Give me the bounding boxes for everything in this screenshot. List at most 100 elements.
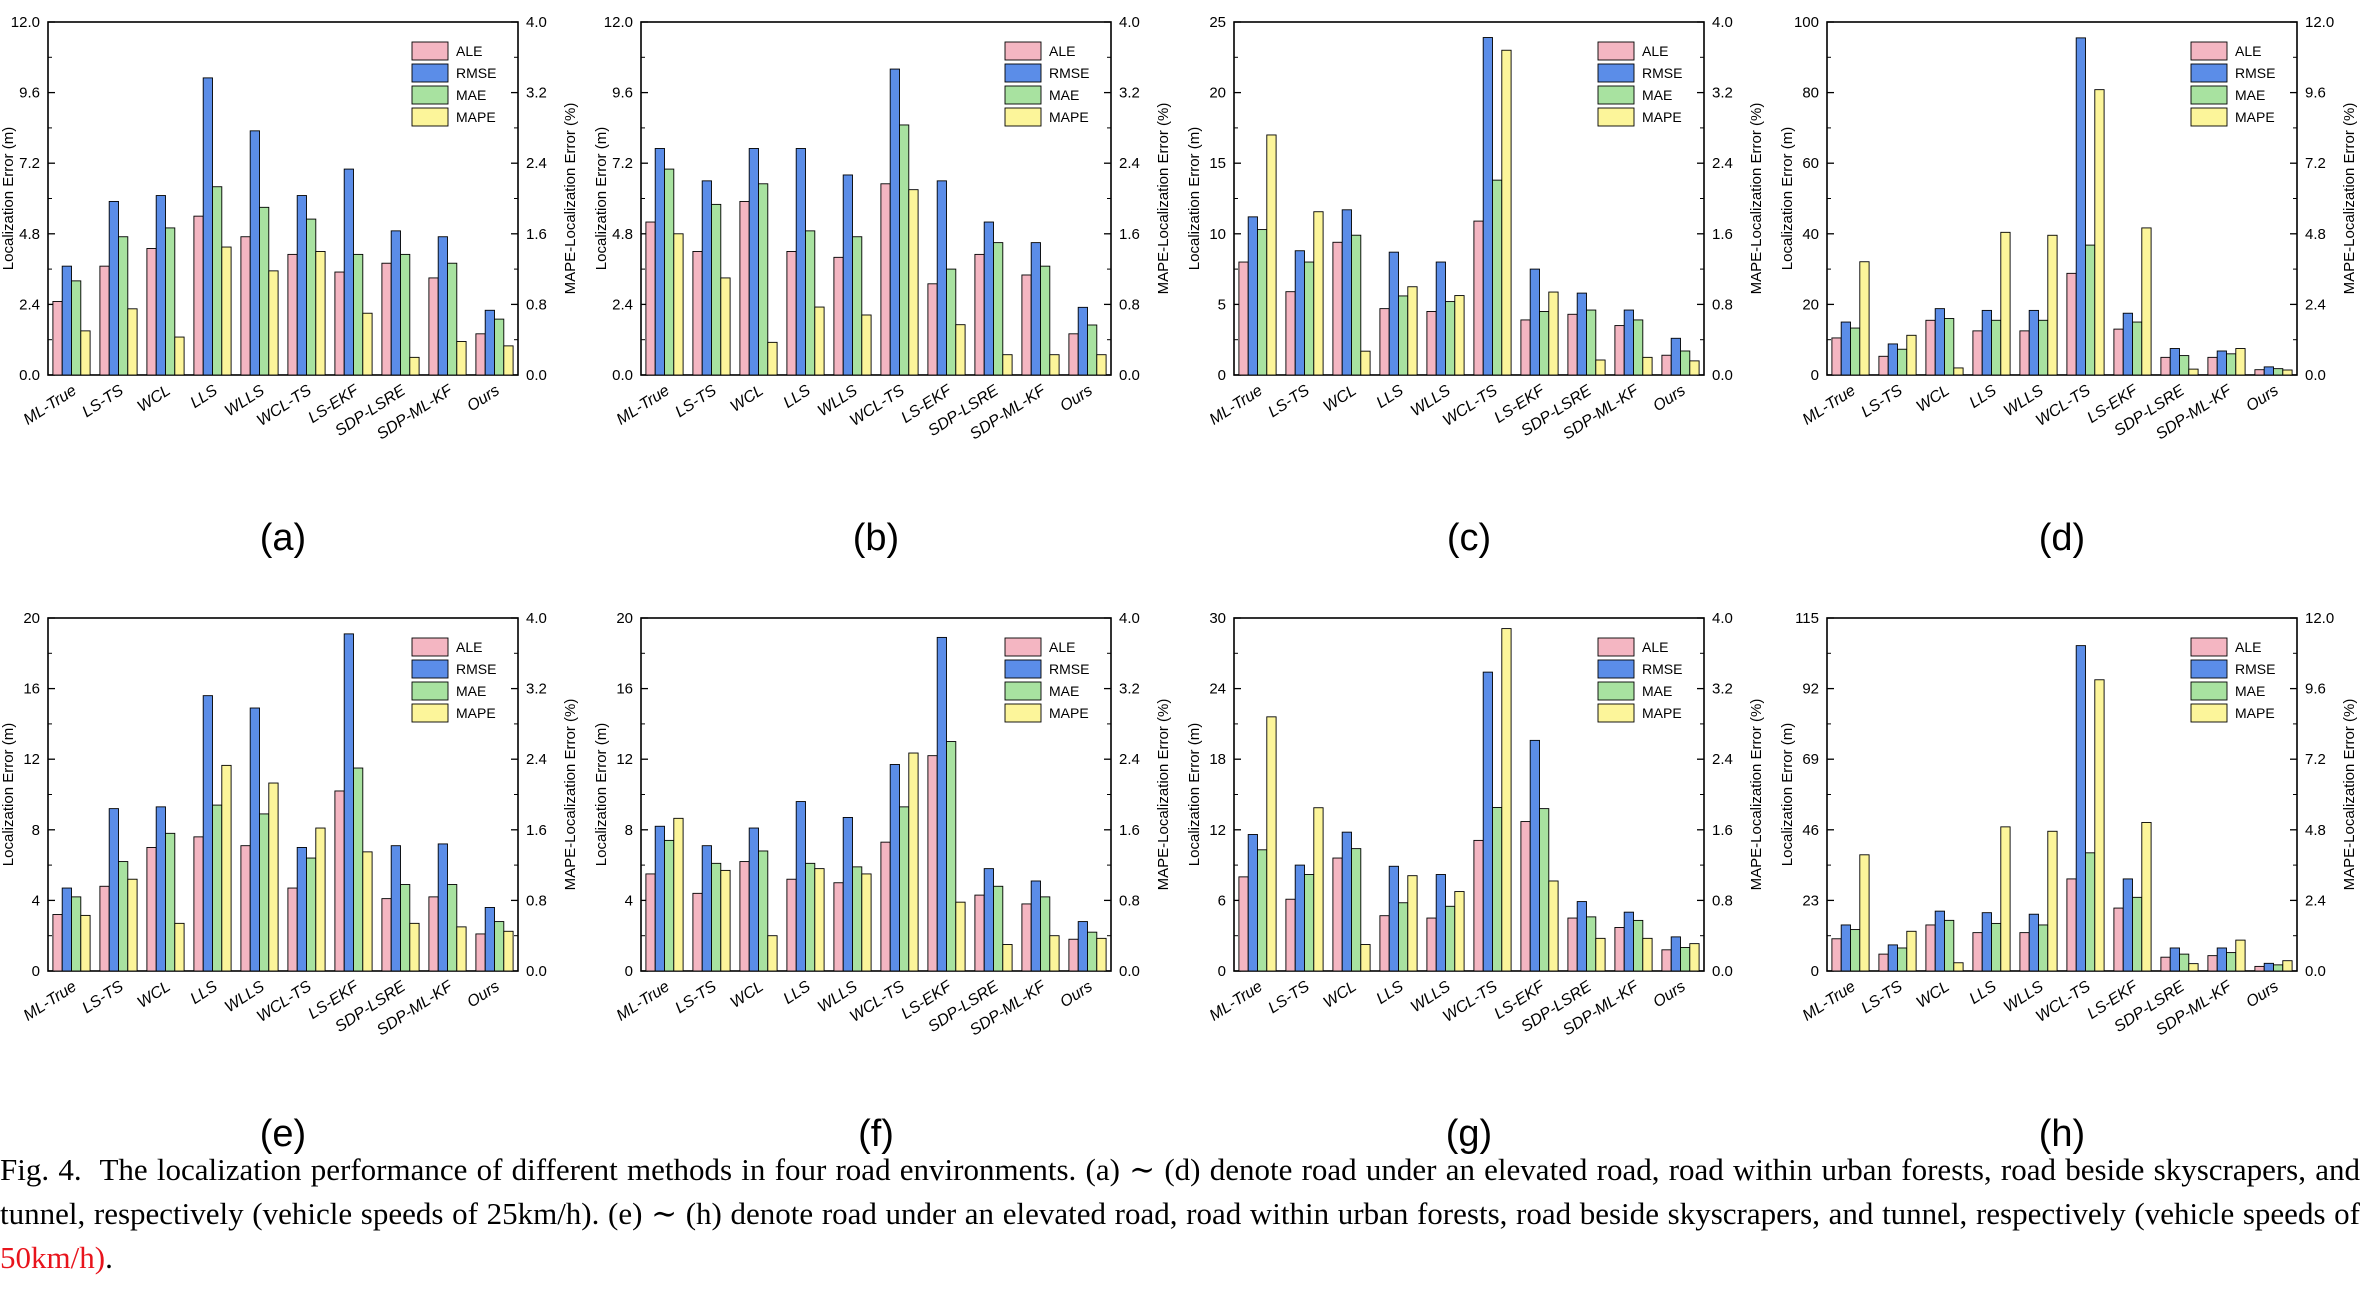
x-tick-label: Ours (1650, 978, 1688, 1011)
x-tick-label: LS-TS (1858, 978, 1906, 1017)
y-tick-label: 2.4 (612, 296, 633, 313)
y-tick-label: 20 (1802, 296, 1819, 313)
bar-mae (353, 253, 364, 376)
y-tick-label: 20 (616, 610, 633, 627)
bar-rmse (437, 236, 448, 376)
bar-ale (927, 755, 938, 972)
bar-mape (814, 868, 825, 972)
bar-mape (1953, 962, 1964, 972)
bar-rmse (2263, 366, 2274, 376)
bar-rmse (2028, 309, 2039, 376)
y2-tick-label: 2.4 (1712, 751, 1733, 768)
y2-tick-label: 4.0 (1119, 14, 1140, 31)
bar-mae (259, 206, 270, 376)
bar-mae (212, 804, 223, 972)
bar-mape (2047, 234, 2058, 376)
bar-mae (1492, 806, 1503, 972)
bar-ale (2207, 955, 2218, 972)
y2-tick-label: 3.2 (1119, 681, 1140, 698)
bar-mape (767, 935, 778, 972)
y-tick-label: 18 (1209, 751, 1226, 768)
bar-rmse (1887, 343, 1898, 376)
bar-ale (99, 885, 110, 972)
bar-ale (1567, 313, 1578, 376)
legend-label: MAPE (1642, 705, 1682, 721)
y2-tick-label: 7.2 (2305, 155, 2326, 172)
bar-mape (2047, 830, 2058, 972)
bar-ale (1332, 241, 1343, 376)
bar-ale (1426, 311, 1437, 376)
bar-rmse (202, 695, 213, 972)
y2-tick-label: 1.6 (1119, 226, 1140, 243)
y2-tick-label: 0.0 (1712, 367, 1733, 384)
legend-label: RMSE (456, 65, 496, 81)
caption-prefix: Fig. 4. (0, 1152, 82, 1187)
bar-mae (664, 168, 675, 376)
bar-rmse (701, 180, 712, 376)
bar-mae (71, 896, 82, 972)
bar-mape (1595, 937, 1606, 972)
bar-mape (1360, 944, 1371, 972)
bar-ale (193, 836, 204, 972)
bar-ale (334, 271, 345, 376)
bar-mape (2188, 368, 2199, 376)
bar-rmse (2169, 947, 2180, 972)
bar-ale (381, 262, 392, 376)
subplot-c: 0 5 10 15 20 25 0.0 0.8 1.6 2.4 3.2 4.0 Localization… (1186, 14, 1765, 559)
x-tick-label: Ours (464, 382, 502, 415)
bar-ale (240, 236, 251, 376)
bar-mape (362, 851, 373, 972)
y-tick-label: 69 (1802, 751, 1819, 768)
legend-swatch-rmse (1597, 659, 1635, 679)
bar-mape (221, 246, 232, 376)
bar-rmse (1294, 250, 1305, 376)
x-tick-label: WCL-TS (847, 978, 908, 1026)
bar-rmse (484, 309, 495, 376)
y-tick-label: 60 (1802, 155, 1819, 172)
bar-ale (1520, 319, 1531, 376)
bar-mape (1407, 875, 1418, 972)
bar-ale (739, 200, 750, 376)
bar-mape (1049, 935, 1060, 972)
legend-label: MAPE (1642, 109, 1682, 125)
legend-label: ALE (456, 639, 482, 655)
y2-tick-label: 9.6 (2305, 85, 2326, 102)
bar-mape (1642, 937, 1653, 972)
bar-rmse (748, 148, 759, 376)
bar-mape (2282, 369, 2293, 376)
y2-tick-label: 9.6 (2305, 681, 2326, 698)
bar-mae (993, 242, 1004, 376)
x-tick-label: WCL (1321, 382, 1360, 416)
legend-swatch-mae (1004, 85, 1042, 105)
bar-rmse (1077, 306, 1088, 376)
bar-ale (146, 248, 157, 376)
bar-ale (240, 845, 251, 972)
bar-mape (720, 869, 731, 972)
legend-swatch-ale (1597, 41, 1635, 61)
y2-tick-label: 2.4 (526, 155, 547, 172)
bar-mae (946, 268, 957, 376)
panel-label: (c) (1447, 517, 1491, 559)
y2-tick-label: 2.4 (2305, 296, 2326, 313)
bar-ale (1021, 903, 1032, 972)
bar-mae (306, 857, 317, 972)
y-tick-label: 12.0 (11, 14, 40, 31)
bar-mae (1040, 265, 1051, 376)
bar-ale (1972, 932, 1983, 972)
bar-mape (503, 345, 514, 376)
bar-mape (908, 189, 919, 376)
subplot-g: 0 6 12 18 24 30 0.0 0.8 1.6 2.4 3.2 4.0 Localization… (1186, 610, 1765, 1155)
bar-mape (1002, 944, 1013, 972)
bar-rmse (343, 168, 354, 376)
bar-rmse (2216, 947, 2227, 972)
y-tick-label: 80 (1802, 85, 1819, 102)
y-tick-label: 23 (1802, 892, 1819, 909)
bar-mae (2179, 953, 2190, 972)
bar-rmse (1341, 831, 1352, 972)
bar-mae (1850, 929, 1861, 972)
bar-rmse (1576, 901, 1587, 972)
bar-ale (2254, 369, 2265, 376)
y-tick-label: 100 (1794, 14, 1819, 31)
bar-mae (1087, 931, 1098, 972)
bar-rmse (795, 801, 806, 972)
